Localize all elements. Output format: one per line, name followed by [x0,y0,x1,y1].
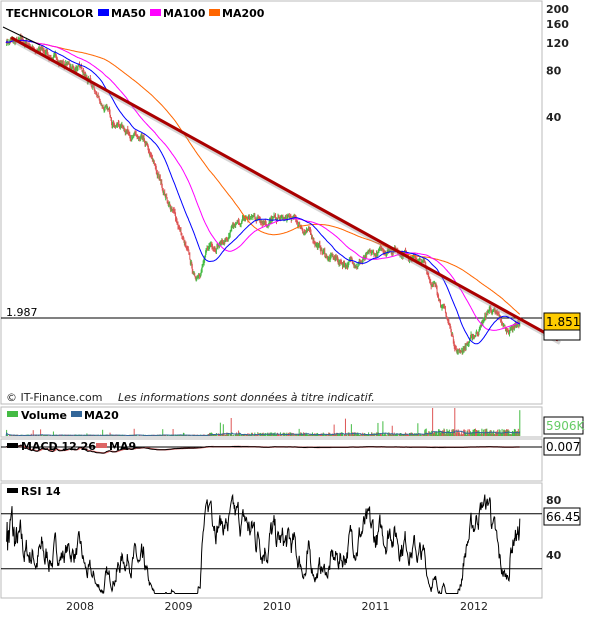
ma20-legend-swatch [71,411,82,417]
disclaimer-text: Les informations sont données à titre in… [118,391,375,404]
rsi-tick-label: 40 [546,549,562,562]
rsi-legend: RSI 14 [21,485,61,498]
ma200-legend: MA200 [222,7,265,20]
copyright-text: © IT-Finance.com [6,391,103,404]
ma20-legend: MA20 [84,409,119,422]
x-tick-label: 2011 [362,600,390,613]
rsi-tick-label: 80 [546,494,562,507]
macd-panel [0,438,543,482]
ma200-line [5,39,521,315]
macd-legend: MACD 12 26 [21,440,96,453]
macd-value: 0.007 [546,440,580,454]
trendline [10,36,559,342]
macd-value-box [543,437,581,456]
ma50-line [5,39,521,345]
volume-value: 5906K [546,419,586,433]
reference-value-box [543,329,581,341]
x-tick-label: 2008 [66,600,94,613]
x-tick-label: 2010 [263,600,291,613]
rsi-legend-swatch [7,488,18,493]
ma50-legend: MA50 [111,7,146,20]
y-tick-label: 160 [546,18,569,31]
y-tick-label: 40 [546,111,562,124]
rsi-line [6,493,521,595]
x-tick-label: 2012 [460,600,488,613]
volume-panel [0,406,543,438]
ma100-legend-swatch [150,9,161,16]
y-tick-label: 80 [546,64,562,77]
y-tick-label: 200 [546,3,569,16]
price-panel [0,0,543,405]
ma100-line [5,39,520,331]
last-price: 1.851 [546,315,580,329]
volume-value-box [543,416,584,435]
ma9-legend-swatch [96,443,107,448]
trend-extension-line [2,26,41,46]
macd-line [5,444,520,454]
reference-line-label: 1.987 [6,306,38,319]
macd-legend-swatch [7,443,18,448]
chart-title: TECHNICOLOR [6,7,94,20]
y-tick-label: 120 [546,37,569,50]
ma9-legend: MA9 [109,440,136,453]
ma200-legend-swatch [209,9,220,16]
volume-legend: Volume [21,409,67,422]
rsi-value: 66.45 [546,510,580,524]
x-tick-label: 2009 [165,600,193,613]
ma100-legend: MA100 [163,7,206,20]
volume-ma20-line [5,430,521,437]
rsi-panel [0,482,543,599]
trendline-shadow [12,38,561,345]
volume-legend-swatch [7,411,18,417]
rsi-value-box [543,507,581,526]
ma50-legend-swatch [98,9,109,16]
